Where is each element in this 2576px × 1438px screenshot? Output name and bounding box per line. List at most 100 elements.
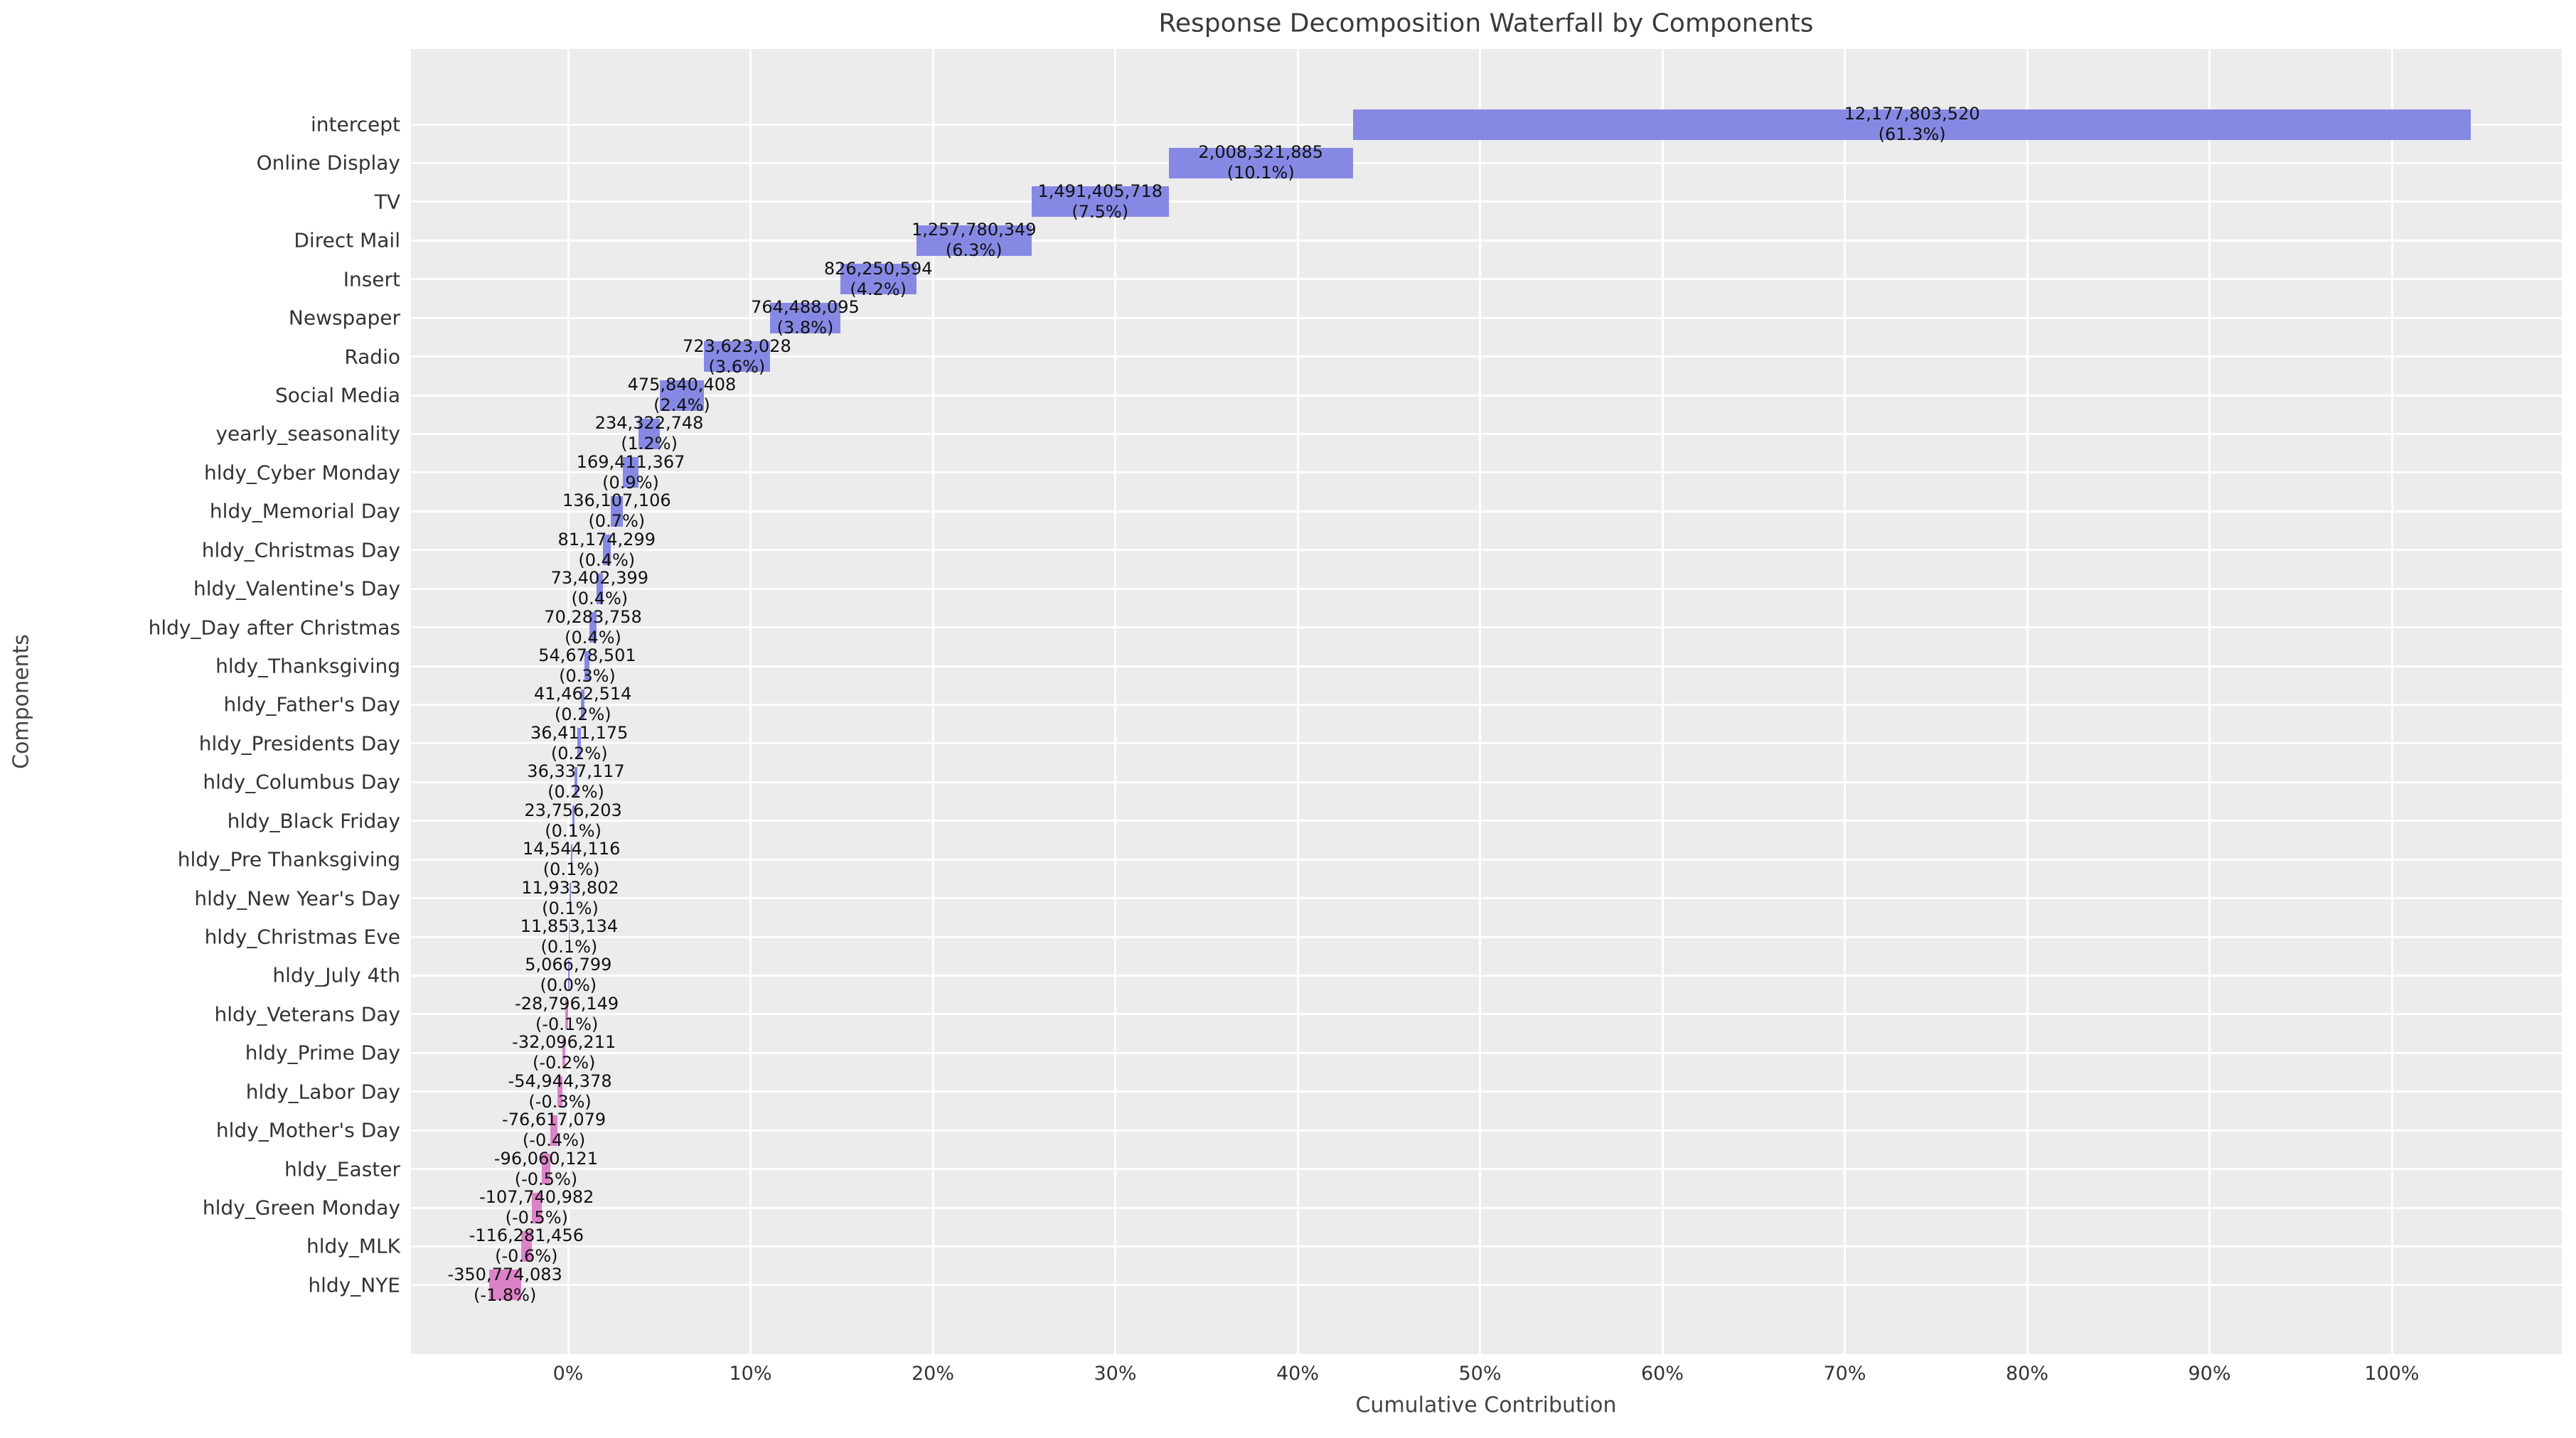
waterfall-bar: [770, 302, 840, 333]
bar-value-text: 136,107,106: [562, 490, 671, 511]
bar-percent-text: (0.1%): [542, 898, 599, 918]
horizontal-gridline: [411, 316, 2562, 319]
waterfall-bar: [550, 1115, 558, 1146]
bar-percent-text: (0.2%): [554, 704, 611, 725]
bar-percent-text: (0.1%): [540, 937, 598, 957]
bar-percent-text: (0.7%): [588, 511, 646, 532]
bar-value-text: 5,066,799: [525, 955, 612, 975]
waterfall-bar: [562, 1037, 566, 1068]
bar-percent-text: (0.2%): [547, 782, 604, 803]
bar-value-label: 36,411,175 (0.2%): [530, 723, 628, 764]
bar-value-text: 11,853,134: [520, 916, 619, 937]
bar-value-label: 81,174,299 (0.4%): [558, 530, 656, 571]
bar-value-label: 234,322,748 (1.2%): [595, 413, 704, 454]
waterfall-bar: [623, 457, 638, 488]
bar-value-text: 169,411,367: [576, 451, 685, 472]
x-tick-label: 20%: [911, 1363, 955, 1385]
y-tick-label: Social Media: [274, 383, 400, 407]
bar-value-text: 234,322,748: [594, 413, 704, 434]
bar-value-text: 826,250,594: [823, 258, 933, 279]
waterfall-bar: [581, 689, 585, 720]
bar-value-text: -96,060,121: [493, 1148, 598, 1169]
y-tick-label: hldy_Mother's Day: [215, 1118, 400, 1142]
waterfall-bar: [1352, 109, 2471, 140]
bar-percent-text: (0.4%): [571, 589, 629, 609]
x-tick-label: 80%: [2005, 1363, 2049, 1385]
bar-value-label: 36,337,117 (0.2%): [527, 761, 624, 803]
waterfall-bar: [584, 650, 590, 682]
y-tick-label: TV: [374, 190, 400, 214]
bar-percent-text: (-1.8%): [473, 1284, 537, 1305]
waterfall-bar: [565, 999, 568, 1030]
x-tick-label: 90%: [2188, 1363, 2231, 1385]
bar-value-label: 723,623,028 (3.6%): [683, 336, 791, 377]
horizontal-gridline: [411, 1245, 2562, 1247]
waterfall-bar: [840, 264, 916, 295]
y-tick-label: hldy_Father's Day: [223, 692, 401, 717]
y-tick-label: hldy_Thanksgiving: [215, 654, 400, 678]
bar-value-label: 475,840,408 (2.4%): [628, 375, 737, 416]
horizontal-gridline: [411, 1090, 2562, 1093]
bar-value-label: 73,402,399 (0.4%): [551, 568, 648, 609]
x-tick-label: 50%: [1458, 1363, 1502, 1385]
bar-percent-text: (0.2%): [550, 743, 608, 763]
horizontal-gridline: [411, 200, 2562, 203]
y-tick-label: hldy_NYE: [308, 1273, 400, 1297]
bar-percent-text: (-0.3%): [528, 1091, 592, 1112]
waterfall-bar: [541, 1154, 551, 1185]
horizontal-gridline: [411, 1206, 2562, 1209]
horizontal-gridline: [411, 161, 2562, 164]
y-tick-label: hldy_Prime Day: [245, 1041, 400, 1065]
bar-percent-text: (0.1%): [543, 859, 600, 880]
bar-value-text: 1,257,780,349: [911, 220, 1037, 240]
bar-value-text: 41,462,514: [534, 684, 632, 704]
y-tick-label: yearly_seasonality: [215, 422, 400, 446]
chart-title: Response Decomposition Waterfall by Comp…: [1158, 9, 1814, 38]
horizontal-gridline: [411, 587, 2562, 590]
x-tick-label: 60%: [1640, 1363, 1684, 1385]
y-tick-label: hldy_MLK: [306, 1234, 400, 1258]
bar-value-text: 2,008,321,885: [1198, 142, 1324, 163]
bar-percent-text: (1.2%): [621, 434, 678, 454]
x-tick-label: 40%: [1276, 1363, 1320, 1385]
y-tick-label: Online Display: [256, 151, 400, 175]
horizontal-gridline: [411, 858, 2562, 861]
y-tick-label: intercept: [311, 112, 400, 136]
bar-percent-text: (-0.1%): [535, 1014, 599, 1034]
waterfall-bar: [610, 495, 624, 527]
bar-percent-text: (0.4%): [565, 627, 621, 648]
bar-percent-text: (6.3%): [945, 240, 1003, 261]
waterfall-bar: [570, 844, 572, 875]
horizontal-gridline: [411, 703, 2562, 706]
bar-percent-text: (4.2%): [850, 279, 907, 299]
y-tick-label: hldy_Memorial Day: [209, 499, 400, 523]
bar-value-text: -350,774,083: [447, 1264, 562, 1284]
horizontal-gridline: [411, 1013, 2562, 1016]
horizontal-gridline: [411, 510, 2562, 513]
waterfall-bar: [638, 418, 661, 449]
bar-value-text: 23,756,203: [524, 800, 622, 820]
waterfall-bar: [603, 535, 611, 566]
horizontal-gridline: [411, 742, 2562, 745]
waterfall-bar: [596, 573, 604, 604]
horizontal-gridline: [411, 1284, 2562, 1287]
waterfall-bar: [660, 380, 704, 411]
bar-value-label: -28,796,149 (-0.1%): [515, 994, 619, 1035]
waterfall-bar: [589, 612, 597, 643]
bar-value-label: 70,283,758 (0.4%): [544, 607, 641, 648]
y-tick-label: hldy_Black Friday: [227, 809, 400, 833]
bar-percent-text: (-0.4%): [522, 1130, 586, 1151]
vertical-gridline: [2026, 49, 2029, 1354]
bar-value-label: -350,774,083 (-1.8%): [447, 1265, 562, 1306]
bar-percent-text: (10.1%): [1226, 163, 1295, 183]
bar-value-label: 11,853,134 (0.1%): [520, 916, 618, 957]
waterfall-bar: [568, 921, 570, 953]
bar-value-text: 36,411,175: [530, 722, 629, 743]
y-tick-label: Direct Mail: [294, 228, 400, 252]
horizontal-gridline: [411, 1051, 2562, 1054]
x-tick-label: 10%: [729, 1363, 772, 1385]
vertical-gridline: [567, 49, 570, 1354]
bar-percent-text: (2.4%): [653, 395, 710, 415]
horizontal-gridline: [411, 239, 2562, 242]
